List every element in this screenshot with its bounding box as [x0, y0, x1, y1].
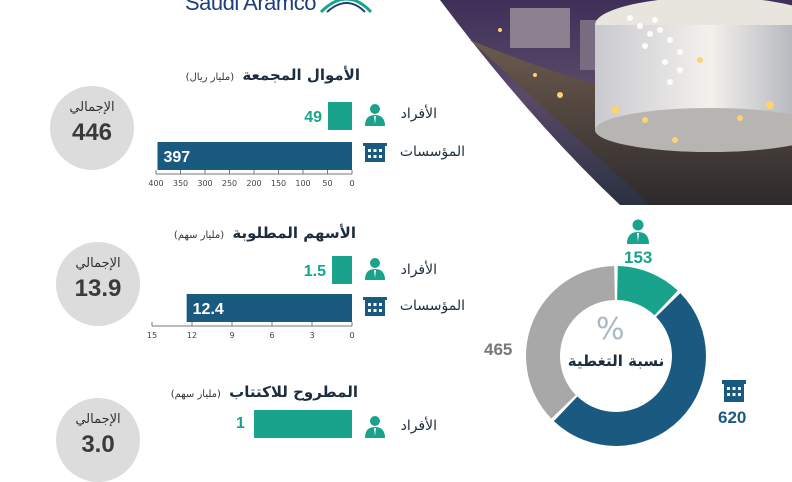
- total-label: الإجمالي: [69, 100, 115, 115]
- shares-unit: (مليار سهم): [173, 230, 225, 241]
- bar-value-label: 1.5: [304, 263, 326, 280]
- shares-bar-chart: 1.5 12.4 15 12 9 6 3 0: [147, 256, 355, 340]
- shares-title: الأسهم المطلوبة (مليار سهم): [174, 224, 356, 242]
- x-tick-label: 300: [197, 179, 212, 188]
- x-tick-label: 50: [322, 179, 332, 188]
- offered-title-text: المطروح للاكتتاب: [229, 383, 358, 401]
- funds-total-badge: الإجمالي 446: [50, 86, 134, 170]
- individual-icon: [627, 219, 649, 244]
- bar-value-label: 12.4: [193, 301, 224, 318]
- logo-mark-icon: [319, 0, 373, 14]
- bar: [186, 294, 352, 322]
- total-label: الإجمالي: [75, 256, 121, 271]
- offered-total-badge: الإجمالي 3.0: [56, 398, 140, 482]
- funds-title-text: الأموال المجمعة: [242, 66, 360, 84]
- bar-value-label: 397: [163, 149, 190, 166]
- logo-text: Saudi Aramco: [185, 0, 316, 15]
- total-label: الإجمالي: [75, 412, 121, 427]
- bar: [157, 142, 352, 170]
- individual-icon: [365, 104, 385, 126]
- total-value: 446: [71, 119, 113, 146]
- donut-slice-institutions: [553, 293, 706, 446]
- donut-slice-individuals: [617, 266, 678, 316]
- coverage-individuals-value: 153: [624, 248, 653, 267]
- funds-unit: (مليار ريال): [185, 72, 235, 83]
- total-value: 3.0: [81, 431, 115, 458]
- individuals-label: الأفراد: [400, 106, 437, 122]
- x-tick-label: 3: [309, 331, 314, 340]
- institutions-label: المؤسسات: [399, 144, 465, 160]
- offered-unit: (مليار سهم): [170, 389, 221, 400]
- donut-slice-total: [526, 266, 615, 419]
- building-icon: [722, 380, 746, 402]
- bar: [332, 256, 352, 284]
- institutions-label: المؤسسات: [399, 298, 465, 314]
- x-tick-label: 100: [295, 179, 310, 188]
- individual-icon: [365, 416, 385, 438]
- oil-tanks-photo: [440, 0, 792, 205]
- bar: [327, 102, 352, 130]
- building-icon: [363, 297, 387, 316]
- total-value: 13.9: [74, 275, 122, 302]
- aramco-logo: Saudi Aramco: [185, 0, 375, 16]
- x-tick-label: 150: [271, 179, 286, 188]
- x-tick-label: 0: [349, 331, 354, 340]
- individual-icon: [365, 258, 385, 280]
- x-tick-label: 200: [246, 179, 261, 188]
- bar-value-label: 49: [304, 109, 322, 126]
- building-icon: [363, 143, 387, 162]
- x-tick-label: 250: [222, 179, 237, 188]
- shares-total-badge: الإجمالي 13.9: [56, 242, 140, 326]
- x-tick-label: 6: [269, 331, 274, 340]
- funds-bar-chart: 49 397 400 350 300 250 200 150 100 50 0: [148, 102, 355, 188]
- x-tick-label: 350: [173, 179, 188, 188]
- shares-title-text: الأسهم المطلوبة: [232, 224, 356, 242]
- percent-icon: %: [596, 312, 625, 347]
- x-tick-label: 400: [148, 179, 163, 188]
- coverage-donut-chart: [526, 266, 706, 446]
- offered-individuals-value: 1: [236, 415, 245, 432]
- coverage-total-value: 465: [484, 340, 513, 359]
- offered-individuals-bar: [254, 410, 352, 438]
- offered-title: المطروح للاكتتاب (مليار سهم): [171, 383, 358, 401]
- individuals-label: الأفراد: [400, 418, 437, 434]
- x-tick-label: 12: [187, 331, 197, 340]
- coverage-title: نسبة التغطية: [567, 352, 665, 370]
- individuals-label: الأفراد: [400, 262, 437, 278]
- x-tick-label: 9: [229, 331, 234, 340]
- x-tick-label: 0: [349, 179, 354, 188]
- coverage-institutions-value: 620: [718, 408, 747, 427]
- funds-title: الأموال المجمعة (مليار ريال): [186, 66, 360, 84]
- x-tick-label: 15: [147, 331, 157, 340]
